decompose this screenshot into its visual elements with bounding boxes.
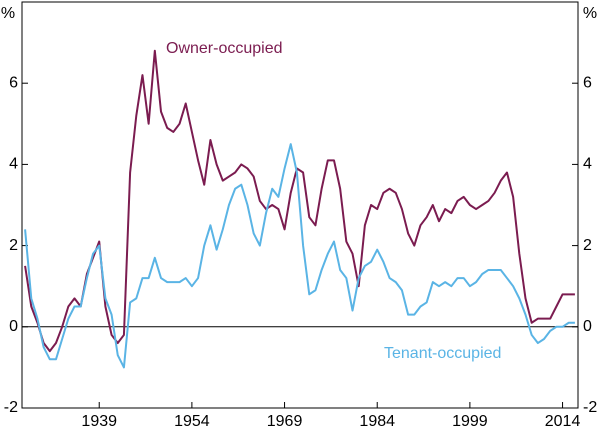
y-unit: %: [1, 5, 15, 22]
series-label: Owner-occupied: [166, 40, 283, 57]
y-tick-label: 6: [9, 74, 18, 91]
series-label: Tenant-occupied: [384, 345, 501, 362]
y-tick-label: -2: [4, 399, 18, 416]
y2-tick-label: 6: [583, 74, 592, 91]
x-tick-label: 1954: [174, 413, 210, 430]
series-line: [24, 143, 575, 369]
x-tick-label: 1969: [267, 413, 303, 430]
plot-frame: [21, 1, 579, 409]
y2-tick-label: -2: [583, 399, 597, 416]
y2-tick-label: 0: [583, 318, 592, 335]
series-line: [24, 49, 575, 353]
y-tick-label: 0: [9, 318, 18, 335]
y2-tick-label: 4: [583, 156, 592, 173]
y2-tick-label: 2: [583, 237, 592, 254]
y-tick-label: 2: [9, 237, 18, 254]
x-tick-label: 1939: [81, 413, 117, 430]
x-tick-label: 1984: [359, 413, 395, 430]
y-tick-label: 4: [9, 156, 18, 173]
x-tick-label: 1999: [452, 413, 488, 430]
x-tick-label: 2014: [545, 413, 581, 430]
y2-unit: %: [583, 5, 597, 22]
